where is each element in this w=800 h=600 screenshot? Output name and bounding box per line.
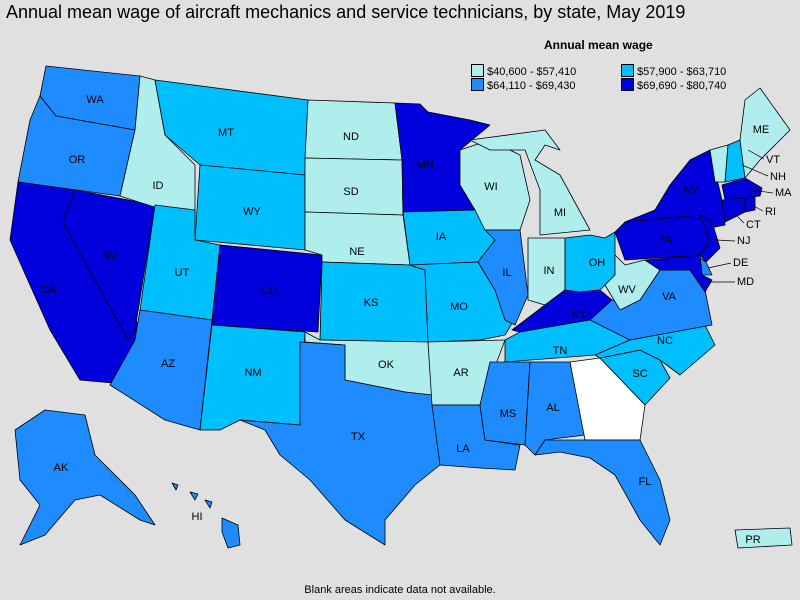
state-az[interactable] (109, 309, 213, 431)
label-in: IN (544, 265, 555, 277)
state-hi[interactable] (171, 482, 241, 549)
label-wa: WA (86, 94, 104, 106)
label-wv: WV (618, 284, 636, 296)
state-ms[interactable] (479, 361, 531, 446)
label-pa: PA (658, 234, 673, 246)
label-tx: TX (351, 431, 366, 443)
state-ct[interactable] (721, 197, 746, 223)
legend-title: Annual mean wage (544, 38, 653, 52)
label-ct: CT (746, 219, 761, 231)
map-title: Annual mean wage of aircraft mechanics a… (6, 2, 686, 22)
legend-swatch-bin-4 (621, 78, 634, 91)
leader-de (707, 262, 732, 269)
state-ak[interactable] (14, 409, 156, 546)
legend-item-bin-1: $40,600 - $57,410 (471, 64, 576, 78)
legend-label-bin-3: $64,110 - $69,430 (487, 80, 576, 92)
label-nj: NJ (737, 235, 750, 247)
label-ky: KY (572, 309, 587, 321)
label-id: ID (153, 180, 164, 192)
label-de: DE (733, 257, 748, 269)
state-ny[interactable] (624, 149, 726, 229)
label-co: CO (261, 285, 278, 297)
label-or: OR (69, 154, 86, 166)
label-ak: AK (54, 462, 69, 474)
label-ca: CA (40, 284, 56, 296)
label-mn: MN (416, 159, 433, 171)
label-ar: AR (453, 367, 468, 379)
state-tx[interactable] (239, 341, 441, 546)
state-il[interactable] (477, 229, 529, 326)
legend-label-bin-1: $40,600 - $57,410 (487, 66, 577, 78)
label-ny: NY (683, 185, 699, 197)
label-tn: TN (553, 345, 568, 357)
label-vt: VT (766, 154, 780, 166)
label-mo: MO (450, 301, 468, 313)
label-nc: NC (657, 335, 673, 347)
label-ia: IA (436, 231, 447, 243)
label-va: VA (662, 291, 677, 303)
state-mi[interactable] (469, 129, 591, 236)
state-ma[interactable] (721, 177, 763, 201)
label-nd: ND (343, 131, 359, 143)
label-nv: NV (102, 250, 118, 262)
label-sc: SC (632, 368, 647, 380)
state-ga[interactable] (569, 357, 646, 441)
label-mi: MI (554, 207, 566, 219)
state-md[interactable] (644, 254, 713, 293)
label-az: AZ (161, 358, 175, 370)
label-wi: WI (484, 181, 497, 193)
label-hi: HI (192, 511, 203, 523)
label-ks: KS (364, 297, 379, 309)
label-mt: MT (218, 127, 234, 139)
leader-nh (741, 164, 769, 177)
legend-swatch-bin-2 (621, 64, 634, 77)
label-sd: SD (343, 186, 358, 198)
label-ma: MA (775, 187, 792, 199)
label-la: LA (456, 443, 470, 455)
label-pr: PR (745, 534, 760, 546)
label-me: ME (753, 124, 770, 136)
state-pr[interactable] (734, 527, 793, 549)
legend-item-bin-4: $69,690 - $80,740 (621, 78, 726, 92)
legend-swatch-bin-3 (471, 78, 484, 91)
state-co[interactable] (211, 244, 323, 333)
label-ok: OK (378, 359, 395, 371)
legend-label-bin-2: $57,900 - $63,710 (637, 66, 727, 78)
leader-ri (749, 203, 764, 212)
leader-vt (747, 149, 765, 160)
legend-swatch-bin-1 (471, 64, 484, 77)
leader-nj (715, 239, 736, 242)
label-il: IL (502, 267, 511, 279)
label-nm: NM (244, 367, 261, 379)
legend-item-bin-3: $64,110 - $69,430 (471, 78, 575, 92)
label-nh: NH (770, 171, 786, 183)
label-al: AL (546, 402, 559, 414)
state-ri[interactable] (744, 196, 756, 213)
label-oh: OH (589, 257, 606, 269)
legend-label-bin-4: $69,690 - $80,740 (637, 80, 727, 92)
label-md: MD (737, 276, 754, 288)
label-ms: MS (500, 408, 517, 420)
leader-ct (732, 211, 745, 224)
label-fl: FL (639, 476, 652, 488)
label-ri: RI (765, 206, 776, 218)
legend-item-bin-2: $57,900 - $63,710 (621, 64, 726, 78)
leader-ma (751, 189, 774, 194)
label-wy: WY (243, 206, 261, 218)
label-ut: UT (175, 267, 190, 279)
label-ne: NE (349, 246, 364, 258)
footnote: Blank areas indicate data not available. (304, 584, 496, 596)
state-fl[interactable] (534, 439, 671, 546)
